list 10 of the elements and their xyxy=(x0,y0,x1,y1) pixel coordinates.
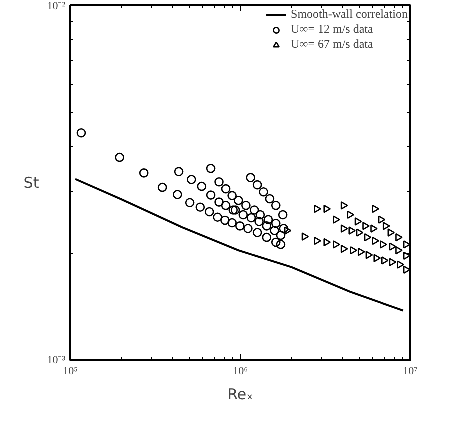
y-axis-title: St xyxy=(24,174,40,192)
x-tick-label: 10⁷ xyxy=(403,366,418,378)
y-tick-label: 10⁻³ xyxy=(47,354,66,366)
x-tick-label: 10⁵ xyxy=(63,366,78,378)
legend-label: U∞= 67 m/s data xyxy=(291,37,374,52)
x-axis-title: Reₓ xyxy=(228,386,254,404)
legend-label: U∞= 12 m/s data xyxy=(291,22,374,37)
y-tick-label: 10⁻² xyxy=(47,0,66,12)
x-tick-label: 10⁶ xyxy=(233,366,248,378)
legend-label: Smooth-wall correlation xyxy=(291,7,408,22)
